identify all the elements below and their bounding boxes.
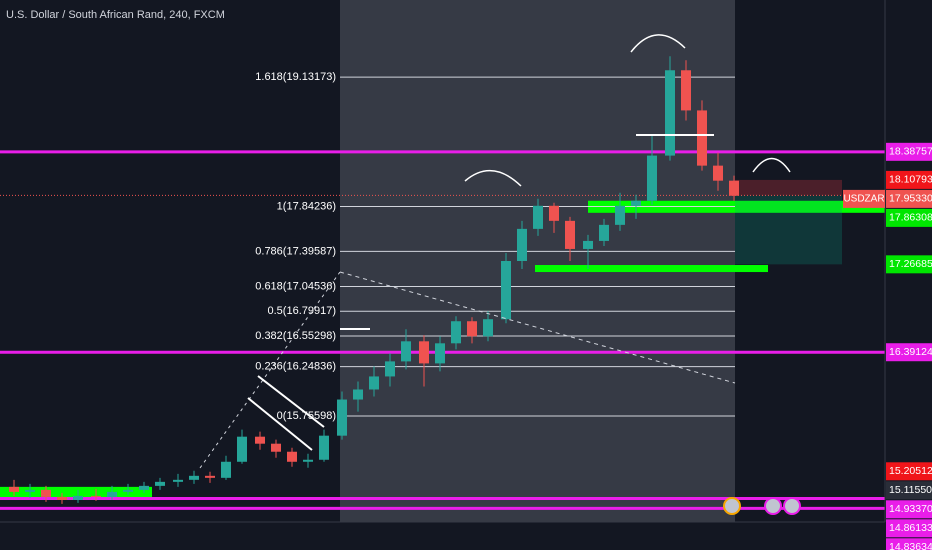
candle-body [57,496,67,500]
target-area [735,195,842,265]
support-zone [535,265,768,273]
price-label-box [886,189,932,208]
candle-body [647,155,657,201]
price-label-box [886,255,932,274]
price-label-box [886,500,932,519]
channel-line [247,397,313,451]
candle-body [697,110,707,166]
candle-body [189,475,199,480]
price-label-box [886,462,932,481]
price-label: 17.95330 [889,193,932,205]
chart-title: U.S. Dollar / South African Rand, 240, F… [6,9,225,21]
price-label: 14.86133 [889,522,932,534]
price-label: 17.26685 [889,258,932,270]
fib-label: 1(17.84236) [277,200,336,212]
candle-body [25,489,35,492]
fib-label: 1.618(19.13173) [255,71,336,83]
event-icons [723,497,801,515]
price-label-box [886,519,932,538]
candle-body [419,341,429,364]
price-label: 18.10793 [889,174,932,186]
shoulder-arc [752,157,791,173]
symbol-box [843,189,885,208]
candle-body [205,475,215,478]
price-label-box [886,208,932,227]
candle-body [237,436,247,462]
candle-body [467,321,477,337]
price-label: 17.86308 [889,212,932,224]
marks: 1.618(19.13173) 1(17.84236) 0.786(17.39587… [0,56,885,510]
candle-body [9,486,19,492]
price-axis [885,0,932,550]
candle-body [303,459,313,462]
candle-body [91,495,101,497]
candle-body [501,261,511,320]
fib-label: 0.786(17.39587) [255,245,336,257]
candle-body [41,489,51,497]
support-zone [588,200,885,213]
candle-body [319,435,329,460]
candle-body [369,376,379,390]
candle-body [353,389,363,400]
candle-body [337,399,347,436]
candle-body [139,485,149,490]
shoulder-arc [464,169,522,187]
price-label-box [886,142,932,161]
price-label-box [886,343,932,362]
candle-body [565,220,575,249]
candle-body [155,481,165,486]
axes: 18.38757 18.10793 17.95330 USDZAR 17.86308 17… [843,142,932,550]
fib-region [340,0,735,522]
candle-body [401,341,411,362]
candle-body [681,70,691,111]
candle-body [271,443,281,452]
fib-label: 0.5(16.79917) [268,305,337,317]
price-label-box [886,538,932,550]
candle-body [713,165,723,181]
stop-area [735,179,842,196]
fib-label: 0.236(16.24836) [255,360,336,372]
candle-body [123,489,133,492]
price-label: 16.39124 [889,346,932,358]
price-label: 14.83634 [889,541,932,550]
fib-label: 0(15.75598) [277,410,336,422]
candle-body [599,224,609,241]
candle-body [255,436,265,444]
candle-body [517,228,527,261]
candle-body [107,491,117,497]
trend-line [199,271,341,469]
candle-body [73,495,83,500]
fib-label: 0.618(17.04536) [255,280,336,292]
price-label-box [886,170,932,189]
candle-body [221,461,231,478]
price-label: 15.20512 [889,465,932,477]
symbol-label: USDZAR [843,194,884,205]
channel-line [257,375,325,428]
candle-body [483,319,493,337]
fib-label: 0.382(16.55298) [255,330,336,342]
candle-body [729,180,739,196]
candle-body [665,70,675,156]
candle-body [435,343,445,364]
candle-body [615,205,625,225]
price-label: 14.93370 [889,503,932,515]
candle-body [173,479,183,482]
head-arc [630,34,686,53]
candle-body [451,321,461,344]
candle-body [631,200,641,206]
candle-body [533,205,543,229]
price-label: 15.11550 [889,484,932,496]
price-label-box [886,481,932,500]
candle-body [549,205,559,221]
price-label: 18.38757 [889,146,932,158]
candle-body [583,240,593,249]
candle-body [287,451,297,462]
candle-body [385,361,395,377]
